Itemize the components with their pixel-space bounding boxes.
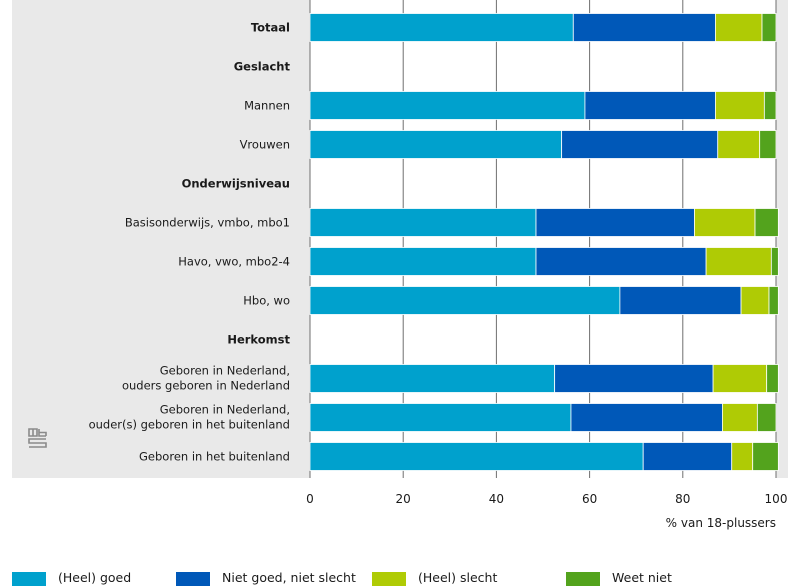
- bar-segment: [570, 403, 723, 432]
- bar-segment: [309, 13, 574, 42]
- bar-segment: [761, 13, 777, 42]
- plot-background: [310, 0, 776, 478]
- category-label: Geboren in Nederland,: [160, 364, 290, 378]
- legend-label: (Heel) slecht: [418, 570, 497, 585]
- category-label: Geboren in het buitenland: [139, 450, 290, 464]
- bar-segment: [731, 442, 754, 471]
- bars: [309, 13, 779, 471]
- bar-segment: [756, 403, 777, 432]
- gridlines: [309, 0, 777, 478]
- bar-segment: [717, 130, 761, 159]
- bar-segment: [309, 247, 537, 276]
- category-group-heading: Totaal: [251, 21, 290, 35]
- cbs-logo-icon: [28, 428, 47, 448]
- x-tick-label: 0: [306, 492, 314, 506]
- category-label: Hbo, wo: [243, 294, 290, 308]
- bar-segment: [740, 286, 770, 315]
- category-label: Havo, vwo, mbo2-4: [178, 255, 290, 269]
- category-label: Geboren in Nederland,: [160, 403, 290, 417]
- bar-segment: [309, 364, 556, 393]
- bar-segment: [763, 91, 777, 120]
- category-group-heading: Geslacht: [234, 60, 291, 74]
- legend-label: Niet goed, niet slecht: [222, 570, 356, 585]
- bar-segment: [754, 208, 779, 237]
- bar-segment: [752, 442, 779, 471]
- bar-segment: [705, 247, 772, 276]
- legend-label: (Heel) goed: [58, 570, 131, 585]
- bar-segment: [584, 91, 716, 120]
- bar-segment: [766, 364, 779, 393]
- bar-segment: [309, 286, 621, 315]
- legend-swatch: [176, 572, 210, 586]
- x-tick-label: 20: [396, 492, 411, 506]
- category-group-heading: Herkomst: [227, 333, 290, 347]
- bar-segment: [715, 91, 765, 120]
- bar-segment: [642, 442, 733, 471]
- bar-segment: [309, 208, 537, 237]
- x-axis-ticks: 0 20 40 60 80 100: [306, 492, 787, 506]
- x-axis-label: % van 18-plussers: [666, 516, 776, 530]
- legend-label: Weet niet: [612, 570, 672, 585]
- category-labels: Totaal Geslacht Mannen Vrouwen Onderwijsnive…: [89, 21, 291, 464]
- bar-segment: [309, 130, 563, 159]
- bar-segment: [694, 208, 756, 237]
- legend-swatch: [566, 572, 600, 586]
- bar-segment: [572, 13, 716, 42]
- category-label: Mannen: [244, 99, 290, 113]
- x-tick-label: 100: [765, 492, 788, 506]
- category-label: Basisonderwijs, vmbo, mbo1: [125, 216, 290, 230]
- bar-segment: [712, 364, 768, 393]
- legend-swatch: [12, 572, 46, 586]
- bar-segment: [554, 364, 714, 393]
- bar-segment: [309, 403, 572, 432]
- category-label: Vrouwen: [240, 138, 290, 152]
- category-label: ouder(s) geboren in het buitenland: [89, 418, 290, 432]
- x-tick-label: 60: [582, 492, 597, 506]
- bar-segment: [309, 442, 644, 471]
- bar-segment: [535, 247, 707, 276]
- bar-segment: [309, 91, 586, 120]
- legend: (Heel) goed Niet goed, niet slecht (Heel) …: [12, 570, 672, 586]
- bar-segment: [561, 130, 719, 159]
- bar-segment: [770, 247, 779, 276]
- x-tick-label: 40: [489, 492, 504, 506]
- bar-segment: [715, 13, 763, 42]
- bar-segment: [619, 286, 742, 315]
- category-label: ouders geboren in Nederland: [122, 379, 290, 393]
- x-tick-label: 80: [675, 492, 690, 506]
- legend-swatch: [372, 572, 406, 586]
- bar-segment: [768, 286, 779, 315]
- bar-segment: [759, 130, 777, 159]
- bar-segment: [535, 208, 695, 237]
- bar-segment: [722, 403, 758, 432]
- category-group-heading: Onderwijsniveau: [182, 177, 290, 191]
